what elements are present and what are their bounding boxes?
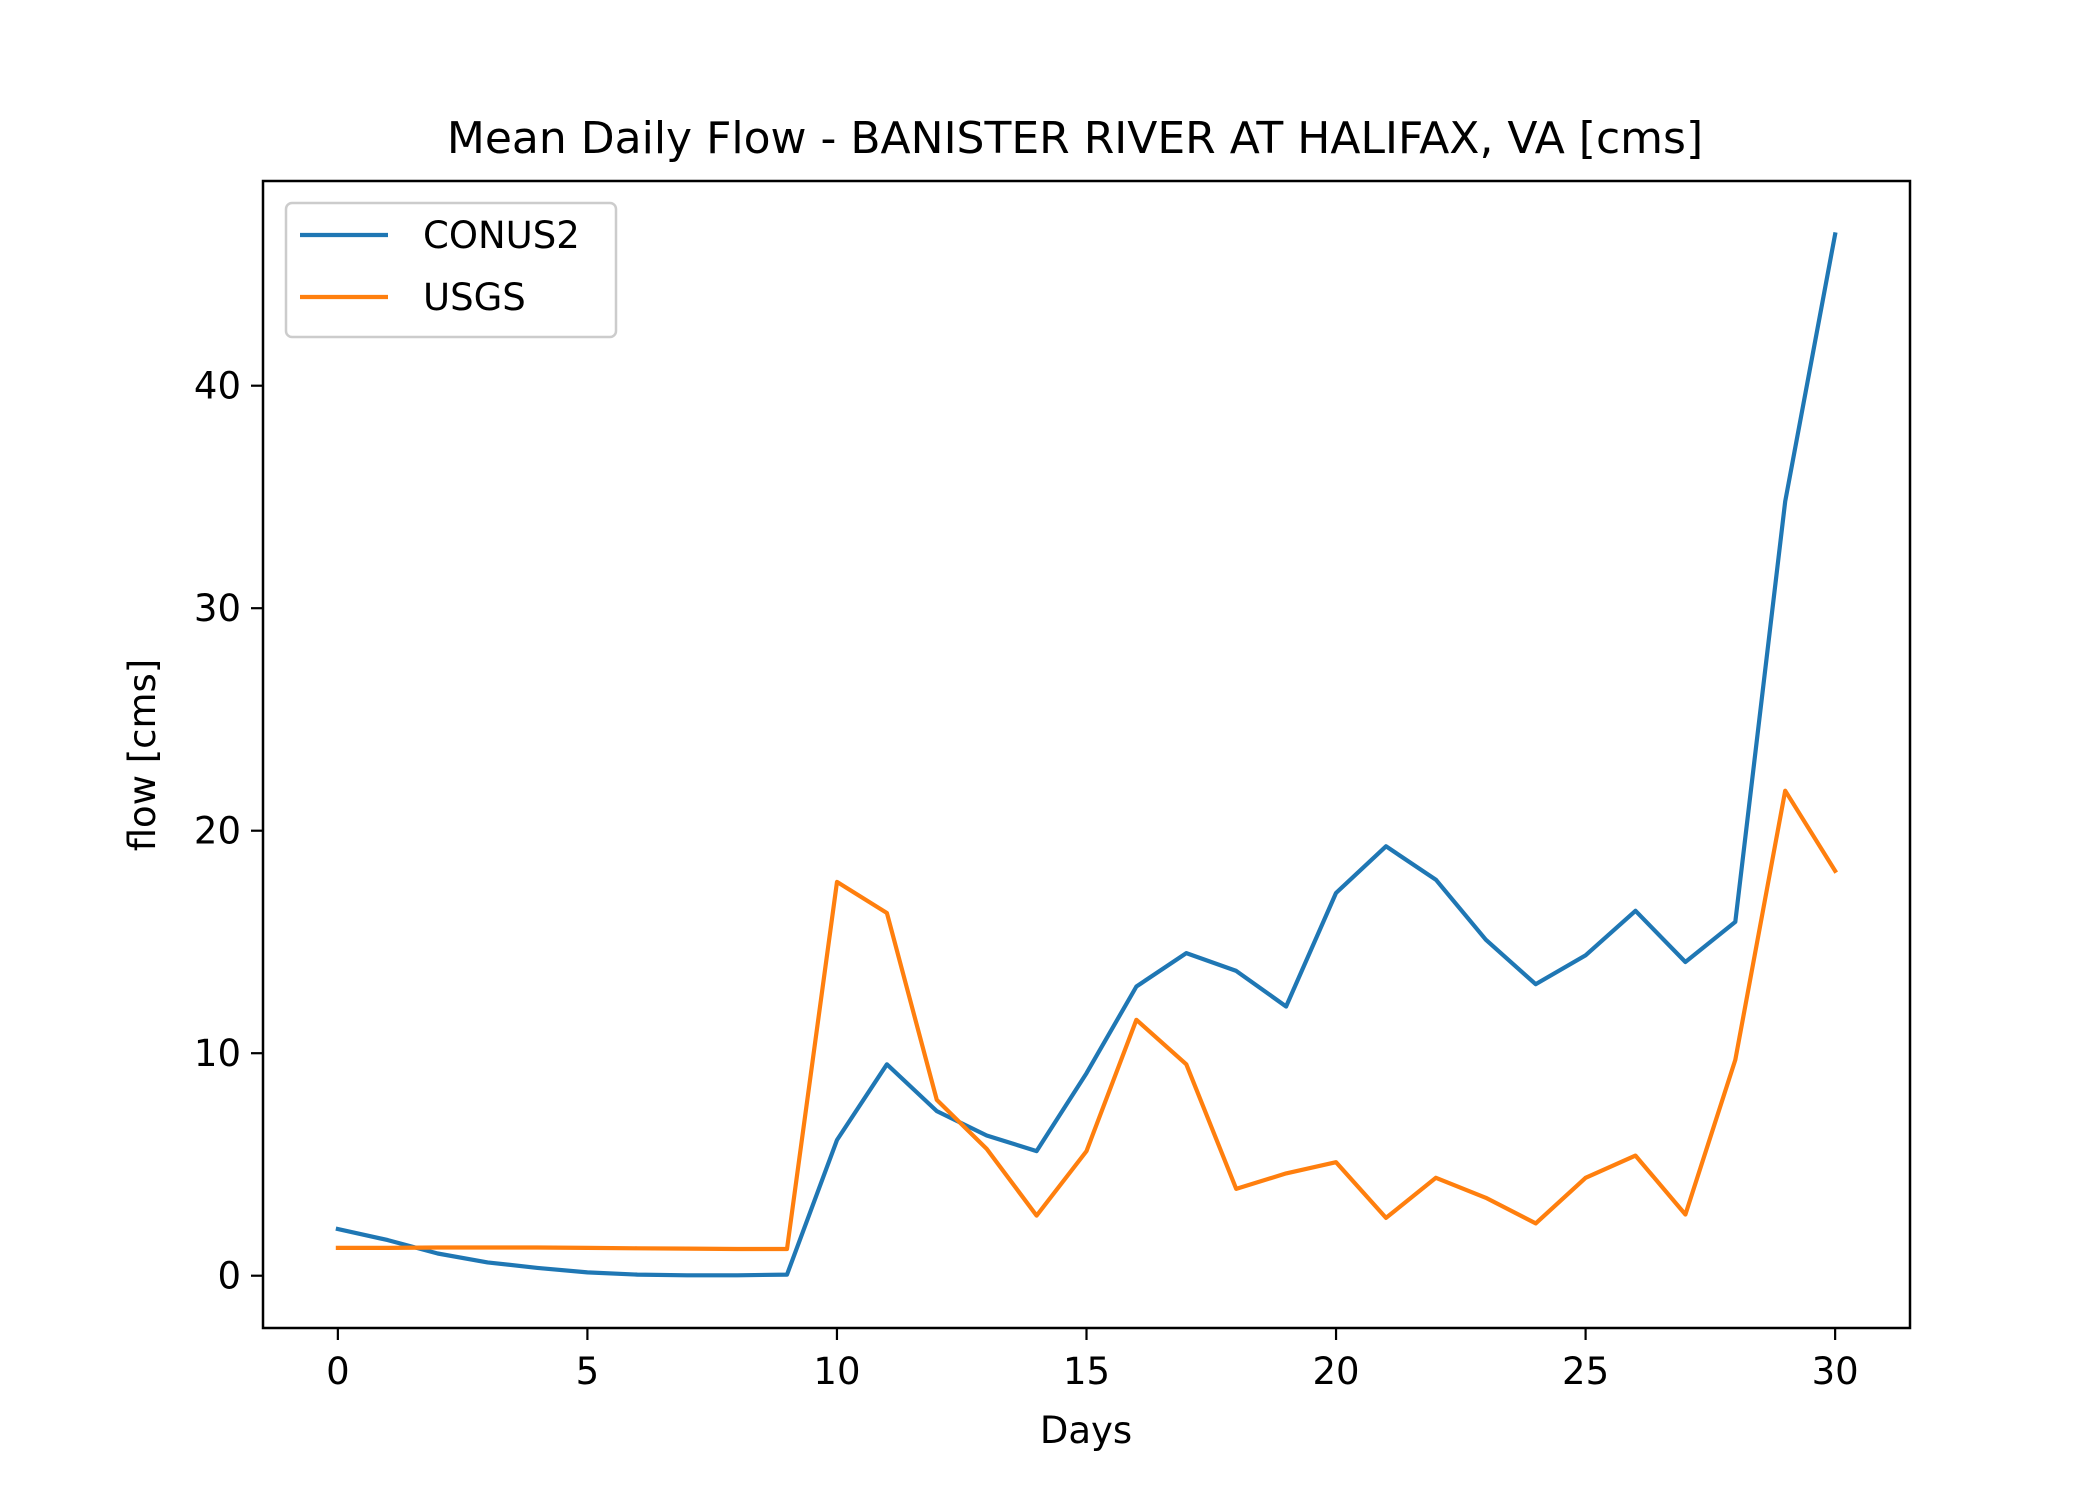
x-axis: 0 5 10 15 20 25 30 bbox=[326, 1328, 1859, 1393]
series-line-conus2 bbox=[335, 231, 1838, 1278]
y-axis-label: flow [cms] bbox=[121, 659, 164, 852]
y-tick-label: 30 bbox=[194, 587, 241, 630]
x-tick-label: 20 bbox=[1312, 1350, 1359, 1393]
plot-frame bbox=[261, 179, 1912, 1330]
y-axis: 0 10 20 30 40 bbox=[194, 365, 263, 1298]
x-tick-label: 0 bbox=[326, 1350, 350, 1393]
legend-label-usgs: USGS bbox=[423, 276, 526, 319]
x-tick-label: 30 bbox=[1812, 1350, 1859, 1393]
legend: CONUS2 USGS bbox=[284, 201, 618, 339]
x-tick-label: 10 bbox=[813, 1350, 860, 1393]
series-layer bbox=[335, 231, 1838, 1278]
x-tick-label: 25 bbox=[1562, 1350, 1609, 1393]
legend-label-conus2: CONUS2 bbox=[423, 214, 580, 257]
x-axis-label: Days bbox=[1040, 1409, 1132, 1452]
x-tick-label: 5 bbox=[576, 1350, 600, 1393]
y-tick-label: 40 bbox=[194, 365, 241, 408]
y-tick-label: 0 bbox=[217, 1255, 241, 1298]
y-tick-label: 10 bbox=[194, 1032, 241, 1075]
y-tick-label: 20 bbox=[194, 810, 241, 853]
series-line-usgs bbox=[335, 788, 1838, 1252]
chart-title: Mean Daily Flow - BANISTER RIVER AT HALI… bbox=[447, 113, 1703, 164]
x-tick-label: 15 bbox=[1063, 1350, 1110, 1393]
